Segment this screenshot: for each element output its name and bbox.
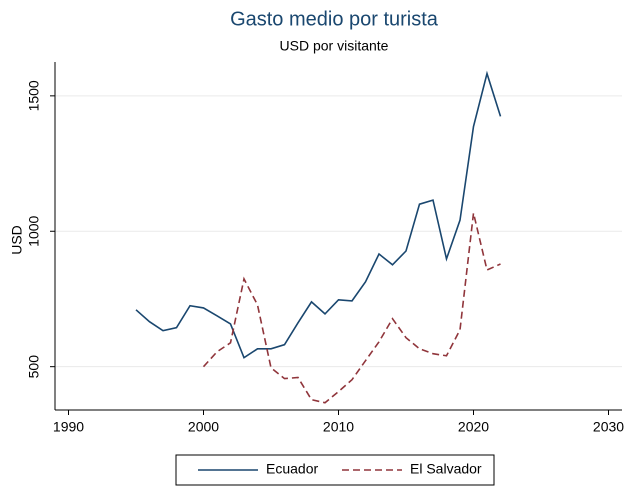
x-tick-label: 1990 — [53, 419, 84, 435]
y-tick-label: 500 — [26, 355, 42, 379]
series-line — [135, 70, 502, 359]
legend-label: El Salvador — [410, 461, 482, 477]
y-axis-label: USD — [9, 225, 25, 255]
x-tick-label: 2020 — [458, 419, 489, 435]
chart-subtitle: USD por visitante — [280, 38, 389, 54]
x-tick-label: 2030 — [593, 419, 624, 435]
series-line — [202, 212, 501, 404]
chart-title: Gasto medio por turista — [230, 8, 439, 30]
y-tick-label: 1500 — [26, 80, 42, 111]
x-tick-label: 2000 — [188, 419, 219, 435]
legend-label: Ecuador — [266, 461, 318, 477]
x-tick-label: 2010 — [323, 419, 354, 435]
y-tick-label: 1000 — [26, 215, 42, 246]
